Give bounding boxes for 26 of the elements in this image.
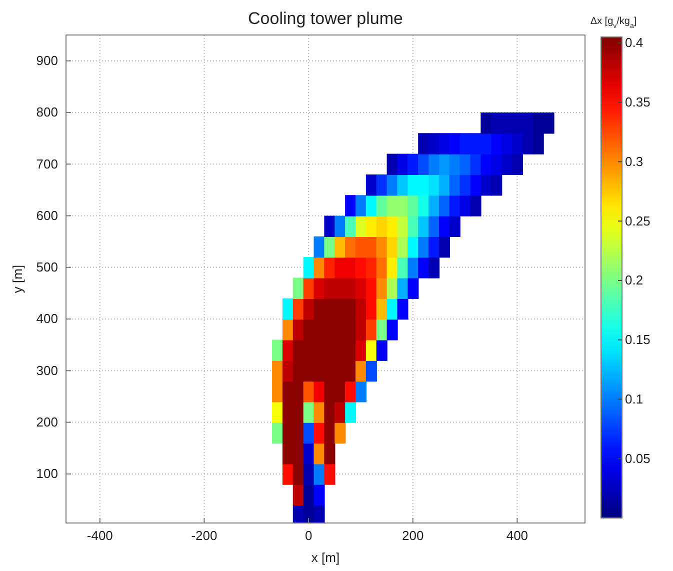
y-tick-label: 300 xyxy=(36,362,58,378)
color-bar-label: 0.05 xyxy=(625,450,650,466)
chart-title: Cooling tower plume xyxy=(248,9,403,28)
y-tick-label: 400 xyxy=(36,311,58,326)
color-bar-label: 0.2 xyxy=(625,272,644,288)
y-axis-title: y [m] xyxy=(10,264,25,294)
x-tick-label: 400 xyxy=(506,528,528,544)
color-bar-label: 0.35 xyxy=(625,94,650,110)
y-tick-label: 600 xyxy=(36,208,58,223)
x-tick-label: -200 xyxy=(191,528,218,544)
y-tick-label: 500 xyxy=(36,260,58,275)
color-bar-label: 0.4 xyxy=(625,35,644,50)
color-bar-title: Δx [g$_{v}$/kg$_{a}$] xyxy=(590,16,637,30)
x-axis-title: x [m] xyxy=(311,550,340,565)
x-tick-label: 0 xyxy=(304,528,312,544)
y-tick-label: 200 xyxy=(36,414,58,430)
color-bar-label: 0.3 xyxy=(625,154,644,169)
color-bar-label: 0.25 xyxy=(625,213,650,228)
x-tick-label: -400 xyxy=(86,528,113,544)
y-tick-label: 900 xyxy=(36,52,58,68)
y-tick-label: 800 xyxy=(36,104,58,120)
color-bar-label: 0.1 xyxy=(625,391,644,406)
y-tick-label: 100 xyxy=(36,466,58,482)
y-tick-label: 700 xyxy=(36,156,58,172)
color-bar-label: 0.15 xyxy=(625,332,650,348)
x-tick-label: 200 xyxy=(402,528,424,544)
